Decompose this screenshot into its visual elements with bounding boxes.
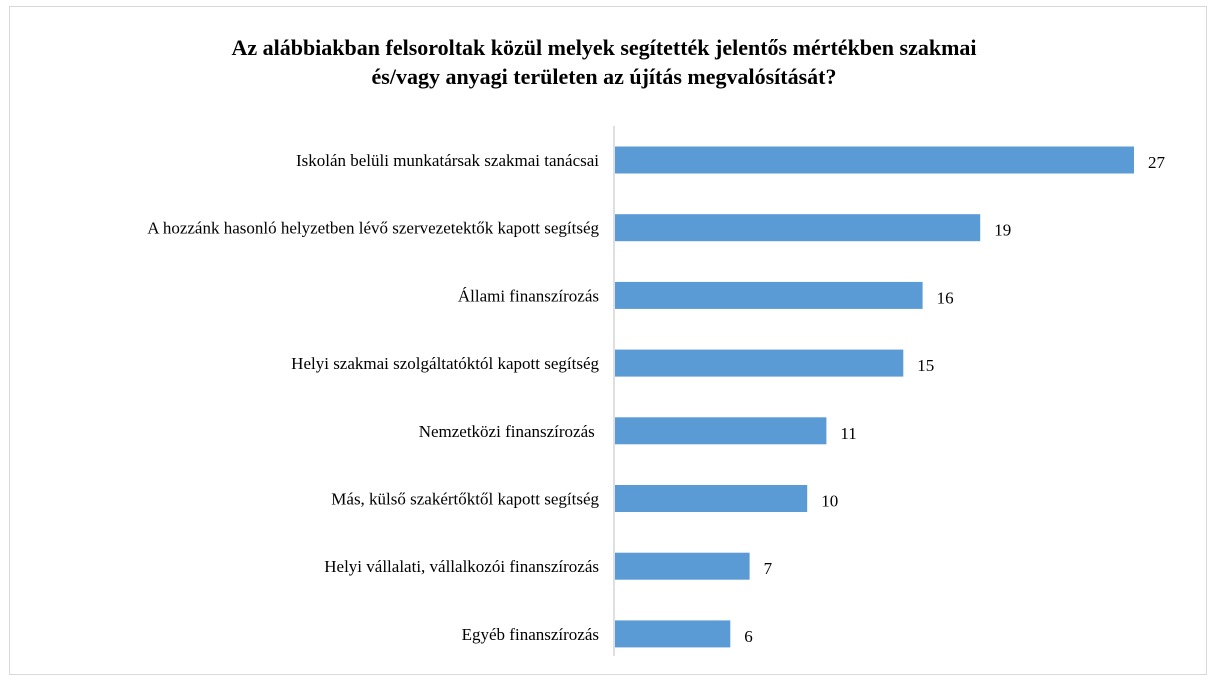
category-label: Egyéb finanszírozás — [462, 625, 599, 644]
bar — [615, 349, 904, 377]
category-label: Helyi szakmai szolgáltatóktól kapott seg… — [291, 354, 599, 373]
category-label: Más, külső szakértőktől kapott segítség — [331, 490, 599, 509]
chart-title-line-1: Az alábbiakban felsoroltak közül melyek … — [231, 35, 977, 60]
chart-frame — [9, 6, 1207, 675]
category-label: Helyi vállalati, vállalkozói finanszíroz… — [324, 557, 599, 576]
category-label: Állami finanszírozás — [458, 286, 599, 305]
bar — [615, 281, 923, 309]
bar — [615, 214, 981, 242]
data-label: 10 — [821, 492, 838, 511]
bar — [615, 552, 750, 580]
chart-title: Az alábbiakban felsoroltak közül melyek … — [0, 33, 1208, 91]
data-label: 19 — [994, 221, 1011, 240]
data-label: 6 — [744, 627, 753, 646]
bar — [615, 485, 808, 512]
category-label: A hozzánk hasonló helyzetben lévő szerve… — [147, 219, 599, 238]
category-label: Iskolán belüli munkatársak szakmai tanác… — [296, 151, 599, 170]
bar — [615, 146, 1134, 174]
category-label: Nemzetközi finanszírozás — [419, 422, 599, 441]
data-label: 16 — [937, 288, 954, 307]
data-label: 7 — [764, 559, 773, 578]
data-label: 15 — [917, 356, 934, 375]
bar — [615, 417, 827, 445]
data-label: 11 — [840, 424, 856, 443]
bar — [615, 620, 731, 648]
chart-title-line-2: és/vagy anyagi területen az újítás megva… — [371, 64, 837, 89]
data-label: 27 — [1148, 153, 1166, 172]
